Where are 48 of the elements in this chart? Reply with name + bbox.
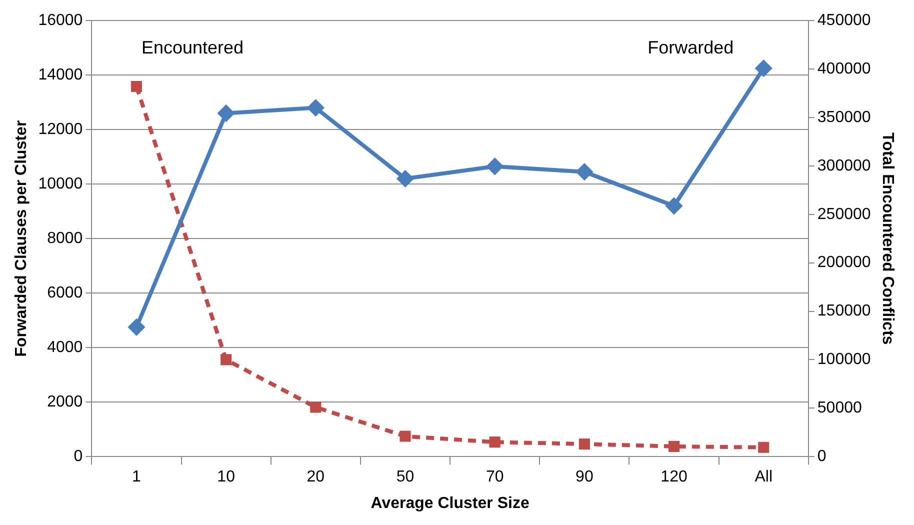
point xyxy=(666,198,682,214)
y-tick-label: 10000 xyxy=(38,176,83,193)
x-tick-label: 120 xyxy=(660,468,688,486)
point xyxy=(218,105,234,122)
x-tick-label: All xyxy=(754,468,773,486)
y2-tick-label: 50000 xyxy=(817,400,862,417)
y-tick-label: 0 xyxy=(74,448,83,466)
y-tick-label: 2000 xyxy=(47,394,83,411)
point xyxy=(130,80,142,92)
x-axis-title: Average Cluster Size xyxy=(370,494,530,512)
point xyxy=(758,442,770,453)
y2-tick-label: 150000 xyxy=(817,302,871,320)
y2-tick-label: 250000 xyxy=(817,206,871,223)
series-label: Forwarded xyxy=(648,38,734,58)
point xyxy=(220,354,232,366)
x-tick-label: 1 xyxy=(132,468,142,486)
x-tick-label: 20 xyxy=(306,468,325,486)
point xyxy=(310,402,322,413)
series-label: Encountered xyxy=(141,38,244,58)
point xyxy=(397,170,414,187)
point xyxy=(308,100,324,116)
y2-tick-label: 200000 xyxy=(817,254,871,272)
y-tick-label: 6000 xyxy=(47,284,83,302)
y-tick-label: 8000 xyxy=(47,230,83,248)
point xyxy=(128,319,144,336)
point xyxy=(578,438,590,450)
x-tick-label: 50 xyxy=(396,468,414,486)
x-tick-label: 10 xyxy=(217,468,236,486)
y-tick-label: 12000 xyxy=(38,121,83,138)
x-tick-label: 90 xyxy=(576,468,594,486)
point xyxy=(489,436,500,448)
point xyxy=(576,164,592,180)
y-tick-label: 14000 xyxy=(38,66,83,84)
y2-tick-label: 350000 xyxy=(817,108,871,126)
point xyxy=(486,158,503,174)
point xyxy=(756,60,772,76)
y2-axis-title: Total Encountered Conflicts xyxy=(878,132,896,345)
y2-tick-label: 400000 xyxy=(817,60,871,78)
y2-tick-label: 450000 xyxy=(817,12,871,30)
y2-tick-label: 0 xyxy=(817,448,826,466)
y2-tick-label: 300000 xyxy=(817,157,871,174)
point xyxy=(668,440,680,452)
y-tick-label: 16000 xyxy=(38,12,83,30)
y-axis-title: Forwarded Clauses per Cluster xyxy=(13,120,30,357)
point xyxy=(400,430,411,442)
y-tick-label: 4000 xyxy=(47,339,83,356)
x-tick-label: 70 xyxy=(486,468,504,486)
y2-tick-label: 100000 xyxy=(817,351,871,368)
